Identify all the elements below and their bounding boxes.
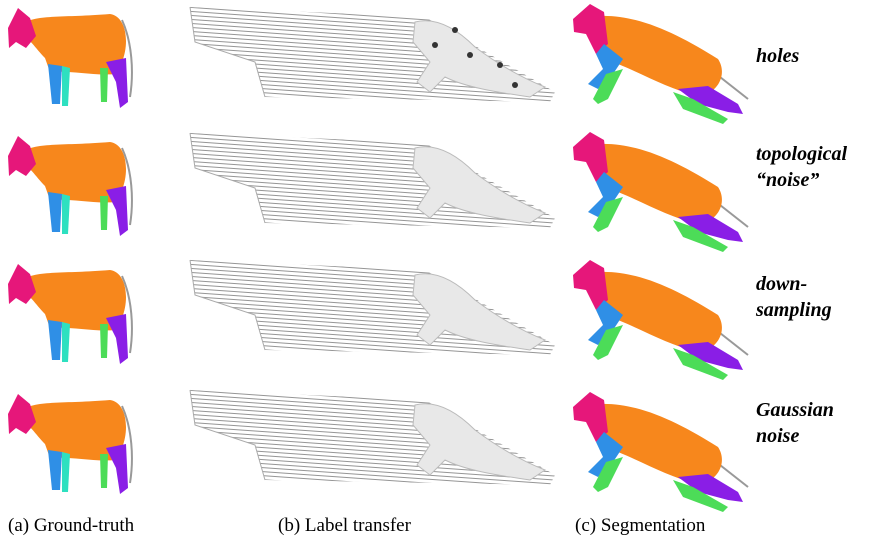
- caption: (b) Label transfer: [278, 515, 412, 536]
- row-label: Gaussian: [756, 399, 834, 421]
- ground-truth-horse: [7, 7, 133, 109]
- segmented-horse: [572, 3, 749, 125]
- row-label: holes: [756, 45, 800, 67]
- ground-truth-horse: [7, 393, 133, 495]
- row-label: down-: [756, 273, 807, 295]
- label-transfer: [189, 132, 556, 229]
- segmented-horse: [572, 391, 749, 513]
- caption: (a) Ground-truth: [8, 515, 135, 536]
- label-transfer: [189, 259, 556, 356]
- segmented-horse: [572, 131, 749, 253]
- ground-truth-horse: [7, 135, 133, 237]
- row-1: holes: [7, 3, 800, 125]
- ground-truth-horse: [7, 263, 133, 365]
- row-4: Gaussian noise: [7, 389, 834, 513]
- row-label: noise: [756, 425, 799, 447]
- row-label: topological: [756, 143, 848, 165]
- label-transfer: [189, 6, 556, 103]
- caption: (c) Segmentation: [575, 515, 706, 536]
- holes-dots: [432, 27, 518, 88]
- segmented-horse: [572, 259, 749, 381]
- row-3: down- sampling: [7, 259, 832, 381]
- row-2: topological “noise”: [7, 131, 848, 253]
- row-label: sampling: [755, 299, 832, 321]
- row-label: “noise”: [756, 169, 819, 191]
- label-transfer: [189, 389, 556, 486]
